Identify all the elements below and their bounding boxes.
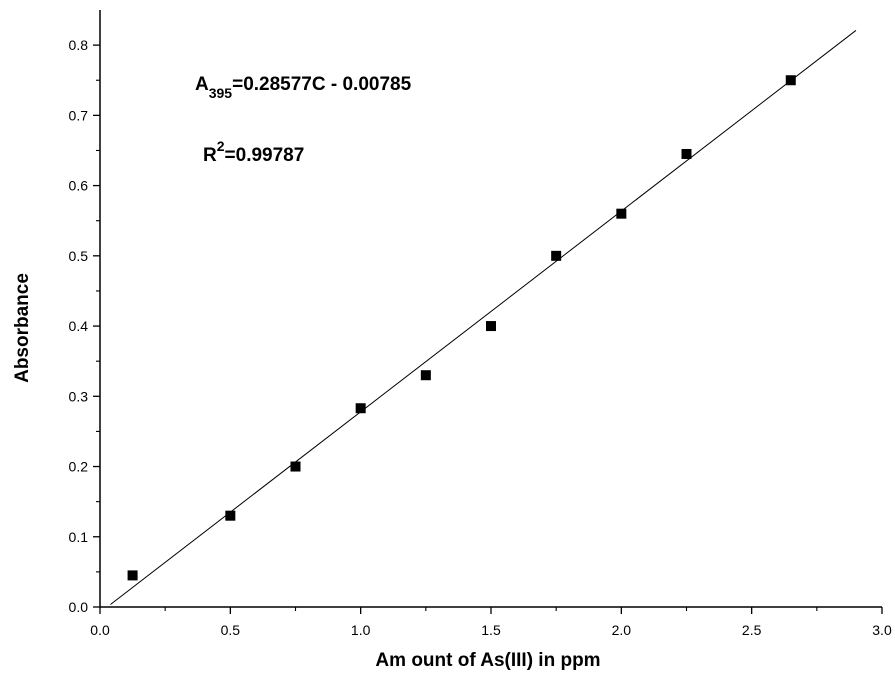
r-squared-value: =0.99787 [225, 145, 305, 166]
y-tick-label: 0.1 [69, 529, 89, 545]
y-tick-label: 0.3 [69, 388, 89, 404]
data-point [785, 75, 796, 86]
equation-body: =0.28577C - 0.00785 [232, 74, 411, 95]
x-tick-label: 3.0 [872, 622, 892, 638]
y-tick-label: 0.6 [69, 178, 89, 194]
y-tick-label: 0.0 [69, 599, 89, 615]
data-point [355, 403, 366, 414]
data-point [420, 370, 431, 381]
x-tick-label: 2.0 [612, 622, 632, 638]
r-symbol: R [203, 145, 217, 166]
equation-subscript: 395 [209, 85, 233, 101]
data-point [225, 510, 236, 521]
data-point [551, 250, 562, 261]
fit-line-group [110, 30, 857, 605]
data-point [681, 148, 692, 159]
y-ticks: 0.0 0.1 0.2 0.3 0.4 0.5 0.6 0.7 0.8 [69, 37, 100, 615]
y-tick-label: 0.5 [69, 248, 89, 264]
y-tick-label: 0.8 [69, 37, 89, 53]
y-tick-label: 0.7 [69, 107, 89, 123]
regression-equation: A395=0.28577C - 0.00785 [195, 74, 412, 101]
data-points [127, 75, 796, 581]
y-axis-title: Absorbance [12, 273, 33, 383]
r-superscript: 2 [217, 138, 225, 154]
r-squared: R2=0.99787 [203, 138, 304, 166]
data-point [486, 321, 496, 332]
x-tick-label: 2.5 [742, 622, 762, 638]
fit-line [110, 30, 857, 605]
x-tick-label: 1.5 [481, 622, 501, 638]
data-point [127, 570, 138, 581]
data-point [290, 461, 301, 472]
data-point [616, 208, 627, 219]
x-tick-label: 0.0 [90, 622, 110, 638]
x-tick-label: 0.5 [221, 622, 241, 638]
y-tick-label: 0.2 [69, 459, 89, 475]
equation-symbol: A [195, 74, 209, 95]
y-tick-label: 0.4 [69, 318, 89, 334]
x-tick-label: 1.0 [351, 622, 371, 638]
x-ticks: 0.0 0.5 1.0 1.5 2.0 2.5 3.0 [90, 607, 892, 638]
x-axis-title: Am ount of As(III) in ppm [375, 650, 600, 671]
